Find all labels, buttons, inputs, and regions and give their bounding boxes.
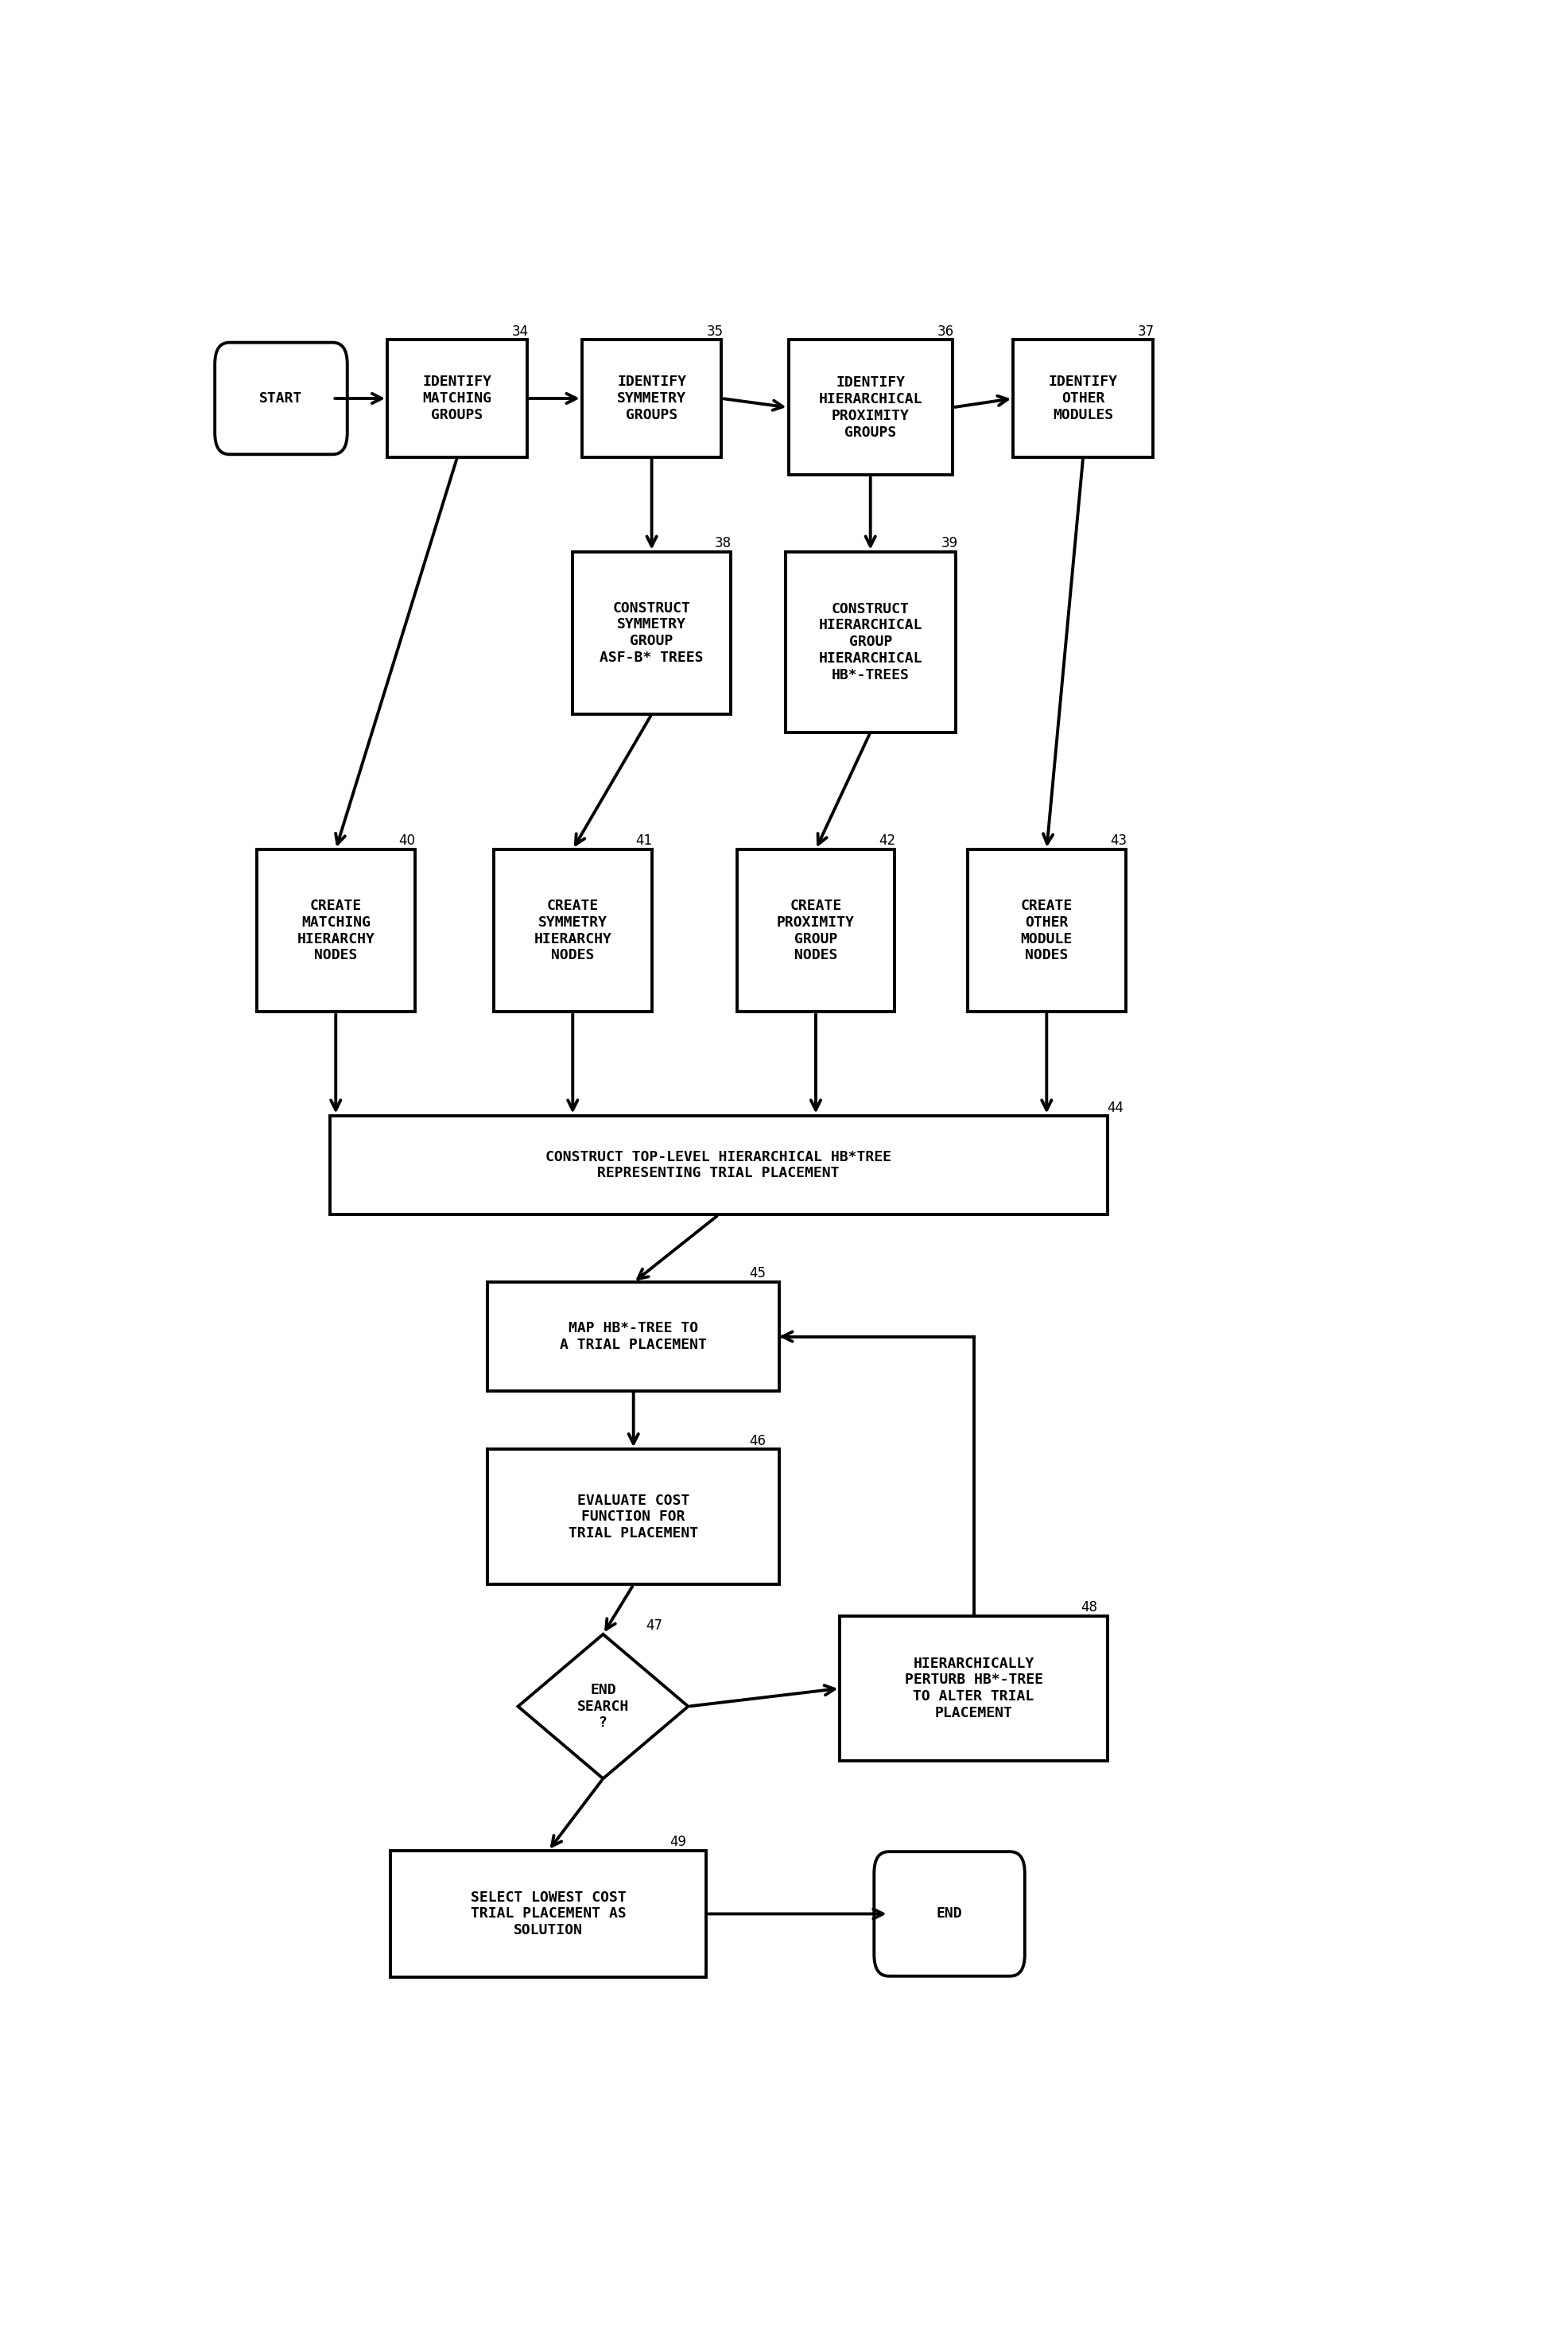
Text: 45: 45	[750, 1265, 765, 1282]
Text: SELECT LOWEST COST
TRIAL PLACEMENT AS
SOLUTION: SELECT LOWEST COST TRIAL PLACEMENT AS SO…	[470, 1891, 626, 1938]
Text: 48: 48	[1080, 1600, 1098, 1614]
Text: IDENTIFY
OTHER
MODULES: IDENTIFY OTHER MODULES	[1049, 375, 1118, 422]
FancyBboxPatch shape	[967, 851, 1126, 1012]
FancyBboxPatch shape	[840, 1617, 1107, 1760]
FancyBboxPatch shape	[257, 851, 414, 1012]
Text: 36: 36	[938, 326, 953, 340]
Text: 49: 49	[670, 1835, 687, 1849]
Text: IDENTIFY
SYMMETRY
GROUPS: IDENTIFY SYMMETRY GROUPS	[618, 375, 687, 422]
FancyBboxPatch shape	[488, 1282, 779, 1392]
Polygon shape	[517, 1635, 688, 1778]
Text: 44: 44	[1107, 1101, 1124, 1115]
FancyBboxPatch shape	[215, 342, 347, 455]
Text: 47: 47	[646, 1619, 662, 1633]
Text: END: END	[936, 1907, 963, 1921]
Text: 34: 34	[511, 326, 528, 340]
Text: IDENTIFY
MATCHING
GROUPS: IDENTIFY MATCHING GROUPS	[423, 375, 492, 422]
Text: MAP HB*-TREE TO
A TRIAL PLACEMENT: MAP HB*-TREE TO A TRIAL PLACEMENT	[560, 1321, 707, 1352]
Text: 42: 42	[880, 834, 895, 848]
Text: 40: 40	[398, 834, 416, 848]
FancyBboxPatch shape	[873, 1851, 1025, 1975]
FancyBboxPatch shape	[494, 851, 652, 1012]
Text: CREATE
OTHER
MODULE
NODES: CREATE OTHER MODULE NODES	[1021, 900, 1073, 963]
Text: 37: 37	[1138, 326, 1154, 340]
FancyBboxPatch shape	[329, 1115, 1107, 1214]
Text: CREATE
PROXIMITY
GROUP
NODES: CREATE PROXIMITY GROUP NODES	[776, 900, 855, 963]
Text: 41: 41	[637, 834, 652, 848]
FancyBboxPatch shape	[582, 340, 721, 457]
Text: CONSTRUCT
HIERARCHICAL
GROUP
HIERARCHICAL
HB*-TREES: CONSTRUCT HIERARCHICAL GROUP HIERARCHICA…	[818, 602, 922, 682]
Text: CONSTRUCT
SYMMETRY
GROUP
ASF-B* TREES: CONSTRUCT SYMMETRY GROUP ASF-B* TREES	[601, 602, 704, 665]
FancyBboxPatch shape	[488, 1450, 779, 1584]
FancyBboxPatch shape	[390, 1851, 706, 1977]
Text: IDENTIFY
HIERARCHICAL
PROXIMITY
GROUPS: IDENTIFY HIERARCHICAL PROXIMITY GROUPS	[818, 375, 922, 440]
Text: START: START	[259, 391, 303, 405]
Text: 35: 35	[706, 326, 723, 340]
FancyBboxPatch shape	[737, 851, 895, 1012]
Text: END
SEARCH
?: END SEARCH ?	[577, 1682, 629, 1729]
Text: EVALUATE COST
FUNCTION FOR
TRIAL PLACEMENT: EVALUATE COST FUNCTION FOR TRIAL PLACEME…	[569, 1492, 698, 1542]
FancyBboxPatch shape	[572, 553, 731, 715]
Text: 43: 43	[1110, 834, 1127, 848]
FancyBboxPatch shape	[1013, 340, 1152, 457]
FancyBboxPatch shape	[789, 340, 952, 476]
Text: CREATE
SYMMETRY
HIERARCHY
NODES: CREATE SYMMETRY HIERARCHY NODES	[533, 900, 612, 963]
Text: 38: 38	[715, 537, 732, 551]
Text: CREATE
MATCHING
HIERARCHY
NODES: CREATE MATCHING HIERARCHY NODES	[296, 900, 375, 963]
Text: CONSTRUCT TOP-LEVEL HIERARCHICAL HB*TREE
REPRESENTING TRIAL PLACEMENT: CONSTRUCT TOP-LEVEL HIERARCHICAL HB*TREE…	[546, 1150, 892, 1181]
Text: 39: 39	[941, 537, 958, 551]
FancyBboxPatch shape	[786, 553, 955, 731]
Text: 46: 46	[750, 1434, 765, 1448]
FancyBboxPatch shape	[387, 340, 527, 457]
Text: HIERARCHICALLY
PERTURB HB*-TREE
TO ALTER TRIAL
PLACEMENT: HIERARCHICALLY PERTURB HB*-TREE TO ALTER…	[905, 1657, 1043, 1720]
